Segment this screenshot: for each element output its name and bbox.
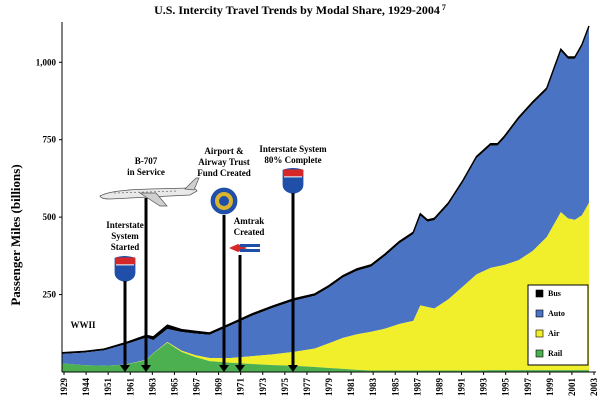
x-tick-label: 1961 <box>125 378 135 397</box>
annotation-airport-fund-line: Airport & <box>204 146 244 156</box>
annotation-b707-line: B-707 <box>135 156 158 166</box>
chart-title: U.S. Intercity Travel Trends by Modal Sh… <box>154 3 446 17</box>
x-tick-label: 1985 <box>390 378 400 397</box>
arrow-amtrak-head <box>235 365 245 372</box>
x-tick-label: 1983 <box>368 378 378 397</box>
x-tick-label: 1973 <box>258 378 268 397</box>
legend-swatch-rail <box>535 349 544 358</box>
x-tick-label: 1993 <box>479 378 489 397</box>
legend-label-rail: Rail <box>548 349 563 358</box>
x-tick-label: 1991 <box>457 378 467 397</box>
annotation-b707-line: in Service <box>127 167 165 177</box>
area-auto <box>62 27 589 366</box>
arrow-interstate-80-head <box>288 365 298 372</box>
x-tick-label: 1999 <box>545 378 555 397</box>
amtrak-logo-icon <box>229 244 260 252</box>
x-tick-label: 1987 <box>412 378 422 397</box>
annotation-interstate-started-line: Interstate <box>106 220 144 230</box>
legend-swatch-auto <box>535 309 544 318</box>
annotation-amtrak-line: Created <box>234 227 265 237</box>
x-tick-label: 1951 <box>103 378 113 397</box>
arrow-airport-fund-head <box>219 365 229 372</box>
x-tick-label: 1995 <box>501 377 511 396</box>
x-tick-label: 1971 <box>236 378 246 397</box>
annotation-airport-fund-line: Airway Trust <box>198 157 249 167</box>
interstate-80-shield-icon <box>281 166 305 196</box>
faa-seal-icon <box>209 186 239 216</box>
annotation-interstate-80-line: Interstate System <box>259 144 327 154</box>
x-tick-label: 1967 <box>192 378 202 397</box>
annotation-interstate-started-line: Started <box>111 242 140 252</box>
x-tick-label: 1965 <box>169 378 179 397</box>
jet-airplane-icon <box>99 177 200 207</box>
x-tick-label: 1929 <box>59 378 69 397</box>
annotation-wwii-line: WWII <box>70 320 96 330</box>
area-rail <box>62 342 589 372</box>
x-tick-label: 1975 <box>280 378 290 397</box>
annotation-interstate-started-line: System <box>111 231 139 241</box>
x-tick-label: 1989 <box>434 378 444 397</box>
y-tick-label: 500 <box>43 212 57 222</box>
x-tick-label: 2003 <box>589 378 599 397</box>
legend-swatch-air <box>535 329 544 338</box>
x-tick-label: 1969 <box>214 378 224 397</box>
legend-label-bus: Bus <box>548 289 561 298</box>
x-tick-label: 1981 <box>346 378 356 397</box>
x-tick-label: 1997 <box>523 378 533 397</box>
legend-swatch-bus <box>535 289 544 298</box>
x-tick-label: 1963 <box>147 378 157 397</box>
y-tick-label: 750 <box>43 135 57 145</box>
annotation-interstate-80-line: 80% Complete <box>264 155 321 165</box>
annotation-amtrak-line: Amtrak <box>234 216 265 226</box>
area-air <box>62 202 589 371</box>
legend-label-auto: Auto <box>548 309 565 318</box>
x-tick-label: 1944 <box>81 378 91 397</box>
x-tick-label: 1977 <box>302 378 312 397</box>
arrow-b707-head <box>141 365 151 372</box>
arrow-interstate-started-head <box>120 365 130 372</box>
y-tick-label: 250 <box>43 290 57 300</box>
interstate-shield-icon <box>113 254 137 284</box>
x-tick-label: 1979 <box>324 378 334 397</box>
area-bus-edge <box>61 25 590 354</box>
y-axis-label: Passenger Miles (billions) <box>8 164 23 305</box>
y-tick-label: 1,000 <box>36 57 57 67</box>
x-tick-label: 2001 <box>567 378 577 397</box>
legend-label-air: Air <box>548 329 560 338</box>
annotation-airport-fund-line: Fund Created <box>197 168 251 178</box>
